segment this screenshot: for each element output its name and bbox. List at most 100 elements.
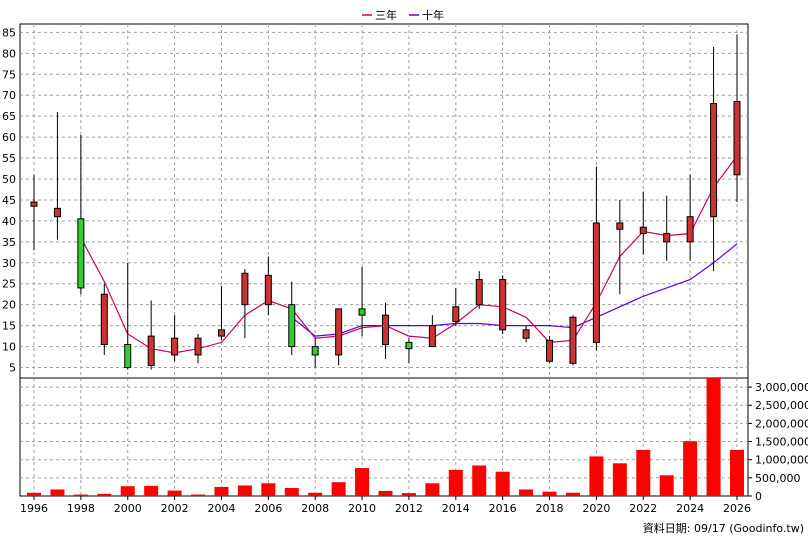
x-tick-label: 1998 bbox=[67, 502, 95, 515]
volume-bar bbox=[565, 492, 580, 496]
ma-3y-line bbox=[80, 155, 738, 354]
candle-body bbox=[288, 304, 296, 348]
volume-tick-label: 1,500,000 bbox=[755, 436, 808, 449]
ma-10y-line bbox=[291, 243, 738, 337]
candle-body bbox=[30, 201, 38, 207]
price-tick-label: 35 bbox=[2, 236, 16, 249]
price-tick-label: 70 bbox=[2, 89, 16, 102]
candle-body bbox=[733, 101, 741, 176]
candle-body bbox=[428, 325, 436, 348]
price-tick-label: 5 bbox=[9, 362, 16, 375]
candle-body bbox=[77, 218, 85, 289]
volume-bar bbox=[425, 483, 440, 496]
legend: 三年 十年 bbox=[362, 8, 444, 22]
x-tick-label: 2010 bbox=[348, 502, 376, 515]
candle-body bbox=[639, 226, 647, 234]
volume-bar bbox=[378, 490, 393, 496]
x-tick-label: 1996 bbox=[20, 502, 48, 515]
x-tick-label: 2026 bbox=[723, 502, 751, 515]
price-tick-label: 20 bbox=[2, 299, 16, 312]
candle-body bbox=[194, 337, 202, 356]
volume-bar bbox=[191, 494, 206, 496]
x-tick-label: 2018 bbox=[536, 502, 564, 515]
candle-body bbox=[452, 306, 460, 322]
candle-body bbox=[241, 272, 249, 306]
candle-body bbox=[311, 346, 319, 356]
candle-body bbox=[592, 222, 600, 343]
candle-body bbox=[358, 308, 366, 316]
volume-tick-label: 2,500,000 bbox=[755, 399, 808, 412]
price-tick-label: 65 bbox=[2, 110, 16, 123]
candle-body bbox=[569, 316, 577, 364]
volume-bar bbox=[706, 378, 721, 496]
volume-tick-label: 0 bbox=[755, 490, 762, 503]
x-tick-label: 2000 bbox=[114, 502, 142, 515]
x-tick-label: 2020 bbox=[582, 502, 610, 515]
volume-tick-label: 1,000,000 bbox=[755, 454, 808, 467]
volume-bar bbox=[519, 489, 534, 496]
legend-label: 十年 bbox=[422, 8, 444, 22]
volume-bar bbox=[167, 490, 182, 496]
volume-bar bbox=[589, 456, 604, 496]
legend-label: 三年 bbox=[375, 8, 397, 22]
x-tick-label: 2006 bbox=[254, 502, 282, 515]
volume-bar bbox=[448, 469, 463, 496]
candle-body bbox=[217, 329, 225, 337]
x-tick-label: 2012 bbox=[395, 502, 423, 515]
volume-bar bbox=[284, 488, 299, 496]
price-panel: 5 10 15 20 25 30 35 40 45 50 55 60 65 70 75 80 85 bbox=[2, 23, 749, 379]
price-tick-label: 40 bbox=[2, 215, 16, 228]
price-tick-label: 50 bbox=[2, 173, 16, 186]
candle-body bbox=[546, 339, 554, 362]
volume-bar bbox=[27, 492, 41, 496]
volume-tick-label: 3,000,000 bbox=[755, 381, 808, 394]
candle-body bbox=[616, 222, 624, 230]
price-tick-label: 10 bbox=[2, 341, 16, 354]
volume-panel: 0 500,000 1,000,000 1,500,000 2,000,000 2,500… bbox=[19, 377, 808, 503]
candle-body bbox=[382, 314, 389, 345]
price-tick-label: 25 bbox=[2, 278, 16, 291]
volume-bar bbox=[261, 483, 276, 496]
x-tick-label: 2002 bbox=[161, 502, 189, 515]
x-axis: 1996 1998 2000 2002 2004 2006 2008 2010 2012 2014… bbox=[20, 496, 751, 515]
price-tick-label: 75 bbox=[2, 68, 16, 81]
volume-bar bbox=[495, 471, 510, 496]
volume-bar bbox=[683, 441, 698, 496]
candle-body bbox=[100, 293, 108, 345]
candle-body bbox=[475, 279, 483, 306]
volume-bar bbox=[612, 463, 627, 496]
candle-body bbox=[147, 335, 155, 366]
footer-source-date: 資料日期: 09/17 (Goodinfo.tw) bbox=[643, 521, 804, 535]
volume-tick-label: 500,000 bbox=[755, 472, 801, 485]
volume-tick-label: 2,000,000 bbox=[755, 417, 808, 430]
x-tick-label: 2014 bbox=[442, 502, 470, 515]
candle-body bbox=[124, 343, 132, 369]
volume-bar bbox=[659, 475, 674, 496]
candle-body bbox=[171, 337, 179, 356]
volume-bar bbox=[214, 486, 229, 496]
volume-bar bbox=[308, 492, 323, 496]
price-tick-label: 85 bbox=[2, 26, 16, 39]
candle-body bbox=[522, 329, 530, 339]
price-tick-label: 60 bbox=[2, 131, 16, 144]
candle-body bbox=[264, 274, 272, 306]
volume-bar bbox=[636, 449, 651, 496]
volume-bar bbox=[144, 485, 159, 496]
price-tick-label: 45 bbox=[2, 194, 16, 207]
volume-bar bbox=[730, 449, 744, 496]
volume-bar bbox=[120, 486, 135, 496]
volume-bar bbox=[73, 494, 88, 496]
volume-bar bbox=[97, 493, 112, 496]
volume-bar bbox=[50, 489, 65, 496]
candle-body bbox=[405, 341, 413, 350]
volume-bar bbox=[237, 485, 252, 496]
volume-bar bbox=[401, 493, 416, 496]
x-tick-label: 2004 bbox=[207, 502, 235, 515]
volume-bar bbox=[331, 482, 346, 496]
price-tick-label: 30 bbox=[2, 257, 16, 270]
volume-bar bbox=[542, 491, 557, 496]
price-tick-label: 55 bbox=[2, 152, 16, 165]
price-tick-label: 80 bbox=[2, 47, 16, 60]
x-tick-label: 2024 bbox=[676, 502, 704, 515]
